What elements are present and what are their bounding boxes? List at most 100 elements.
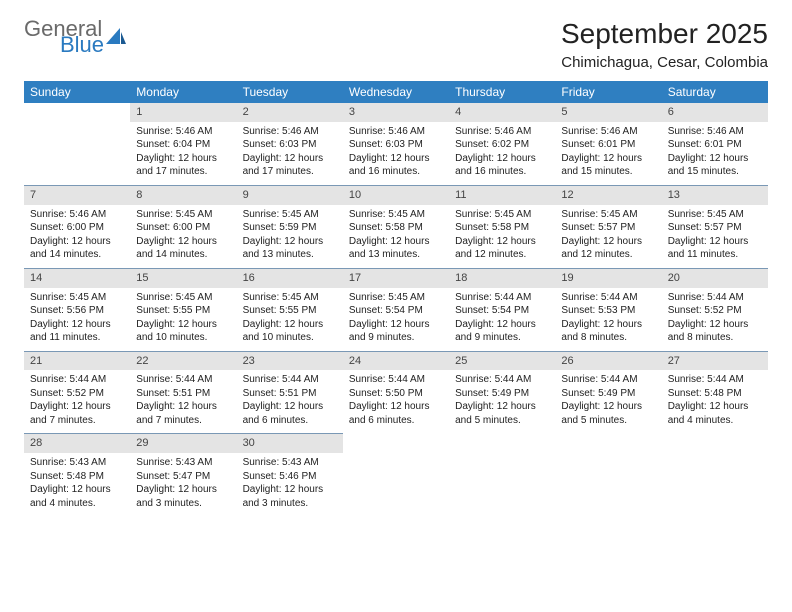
day-cell [24, 103, 130, 185]
day-line: Sunrise: 5:45 AM [243, 291, 337, 305]
day-line: Daylight: 12 hours and 13 minutes. [243, 235, 337, 262]
day-line: Sunset: 6:02 PM [455, 138, 549, 152]
day-line: Sunrise: 5:45 AM [668, 208, 762, 222]
day-number: 15 [130, 268, 236, 288]
day-content [449, 453, 555, 513]
day-content [343, 453, 449, 513]
day-line: Sunset: 6:03 PM [243, 138, 337, 152]
week-row: 1Sunrise: 5:46 AMSunset: 6:04 PMDaylight… [24, 103, 768, 185]
day-line: Sunrise: 5:46 AM [349, 125, 443, 139]
day-content: Sunrise: 5:44 AMSunset: 5:52 PMDaylight:… [662, 288, 768, 351]
day-line: Sunrise: 5:44 AM [455, 291, 549, 305]
day-line: Daylight: 12 hours and 7 minutes. [136, 400, 230, 427]
day-cell [555, 433, 661, 516]
day-line: Sunset: 5:54 PM [455, 304, 549, 318]
day-line: Sunset: 5:48 PM [668, 387, 762, 401]
day-line: Sunset: 5:59 PM [243, 221, 337, 235]
day-line: Sunrise: 5:44 AM [668, 373, 762, 387]
day-line: Sunrise: 5:45 AM [455, 208, 549, 222]
day-content: Sunrise: 5:43 AMSunset: 5:47 PMDaylight:… [130, 453, 236, 516]
day-line: Sunset: 5:50 PM [349, 387, 443, 401]
day-line: Sunset: 5:51 PM [136, 387, 230, 401]
day-cell: 10Sunrise: 5:45 AMSunset: 5:58 PMDayligh… [343, 185, 449, 268]
day-line: Sunrise: 5:43 AM [243, 456, 337, 470]
day-line: Sunset: 5:55 PM [243, 304, 337, 318]
day-content: Sunrise: 5:44 AMSunset: 5:52 PMDaylight:… [24, 370, 130, 433]
day-number: 20 [662, 268, 768, 288]
day-line: Daylight: 12 hours and 14 minutes. [136, 235, 230, 262]
day-line: Sunrise: 5:45 AM [349, 208, 443, 222]
day-line: Daylight: 12 hours and 8 minutes. [561, 318, 655, 345]
day-content: Sunrise: 5:44 AMSunset: 5:48 PMDaylight:… [662, 370, 768, 433]
day-cell: 18Sunrise: 5:44 AMSunset: 5:54 PMDayligh… [449, 268, 555, 351]
day-cell: 4Sunrise: 5:46 AMSunset: 6:02 PMDaylight… [449, 103, 555, 185]
week-row: 28Sunrise: 5:43 AMSunset: 5:48 PMDayligh… [24, 433, 768, 516]
day-line: Sunrise: 5:43 AM [30, 456, 124, 470]
day-header: Monday [130, 81, 236, 103]
day-content: Sunrise: 5:44 AMSunset: 5:49 PMDaylight:… [555, 370, 661, 433]
day-number: 30 [237, 433, 343, 453]
day-line: Daylight: 12 hours and 3 minutes. [243, 483, 337, 510]
day-content: Sunrise: 5:45 AMSunset: 5:58 PMDaylight:… [343, 205, 449, 268]
day-number: 19 [555, 268, 661, 288]
day-line: Sunrise: 5:44 AM [561, 291, 655, 305]
day-line: Sunrise: 5:44 AM [561, 373, 655, 387]
day-line: Sunset: 5:56 PM [30, 304, 124, 318]
day-line: Sunset: 5:48 PM [30, 470, 124, 484]
day-number: 28 [24, 433, 130, 453]
day-content: Sunrise: 5:44 AMSunset: 5:50 PMDaylight:… [343, 370, 449, 433]
day-content: Sunrise: 5:46 AMSunset: 6:04 PMDaylight:… [130, 122, 236, 185]
day-line: Sunset: 5:58 PM [349, 221, 443, 235]
day-line: Sunset: 5:55 PM [136, 304, 230, 318]
page-header: General Blue September 2025 Chimichagua,… [24, 18, 768, 71]
day-line: Daylight: 12 hours and 11 minutes. [668, 235, 762, 262]
day-cell: 9Sunrise: 5:45 AMSunset: 5:59 PMDaylight… [237, 185, 343, 268]
day-header-row: SundayMondayTuesdayWednesdayThursdayFrid… [24, 81, 768, 103]
day-line: Sunset: 5:52 PM [668, 304, 762, 318]
day-cell: 19 Sunrise: 5:44 AMSunset: 5:53 PMDayligh… [555, 268, 661, 351]
day-cell: 8Sunrise: 5:45 AMSunset: 6:00 PMDaylight… [130, 185, 236, 268]
day-cell [343, 433, 449, 516]
day-line: Sunrise: 5:44 AM [455, 373, 549, 387]
day-line: Sunrise: 5:46 AM [668, 125, 762, 139]
day-content: Sunrise: 5:46 AMSunset: 6:02 PMDaylight:… [449, 122, 555, 185]
day-content: Sunrise: 5:46 AMSunset: 6:01 PMDaylight:… [555, 122, 661, 185]
day-header: Tuesday [237, 81, 343, 103]
day-line: Sunset: 5:58 PM [455, 221, 549, 235]
day-cell: 6Sunrise: 5:46 AMSunset: 6:01 PMDaylight… [662, 103, 768, 185]
day-line: Sunset: 5:49 PM [455, 387, 549, 401]
day-line: Sunset: 5:49 PM [561, 387, 655, 401]
week-row: 14Sunrise: 5:45 AMSunset: 5:56 PMDayligh… [24, 268, 768, 351]
day-content: Sunrise: 5:45 AMSunset: 5:56 PMDaylight:… [24, 288, 130, 351]
day-number: 16 [237, 268, 343, 288]
day-number: 14 [24, 268, 130, 288]
day-line: Sunset: 5:57 PM [668, 221, 762, 235]
location-text: Chimichagua, Cesar, Colombia [561, 54, 768, 71]
day-number: 5 [555, 103, 661, 122]
day-content: Sunrise: 5:45 AMSunset: 5:59 PMDaylight:… [237, 205, 343, 268]
day-line: Sunset: 5:53 PM [561, 304, 655, 318]
day-line: Daylight: 12 hours and 9 minutes. [349, 318, 443, 345]
day-line: Sunset: 6:04 PM [136, 138, 230, 152]
day-line: Sunset: 6:03 PM [349, 138, 443, 152]
day-header: Friday [555, 81, 661, 103]
day-line: Daylight: 12 hours and 4 minutes. [668, 400, 762, 427]
day-header: Thursday [449, 81, 555, 103]
day-line: Daylight: 12 hours and 12 minutes. [455, 235, 549, 262]
brand-blue: Blue [60, 34, 104, 56]
day-line: Sunrise: 5:44 AM [668, 291, 762, 305]
day-cell: 24Sunrise: 5:44 AMSunset: 5:50 PMDayligh… [343, 351, 449, 434]
day-content: Sunrise: 5:44 AMSunset: 5:51 PMDaylight:… [237, 370, 343, 433]
day-line: Sunrise: 5:46 AM [30, 208, 124, 222]
day-line: Daylight: 12 hours and 14 minutes. [30, 235, 124, 262]
day-content: Sunrise: 5:46 AMSunset: 6:01 PMDaylight:… [662, 122, 768, 185]
day-cell: 2Sunrise: 5:46 AMSunset: 6:03 PMDaylight… [237, 103, 343, 185]
day-cell: 20Sunrise: 5:44 AMSunset: 5:52 PMDayligh… [662, 268, 768, 351]
day-number: 25 [449, 351, 555, 371]
day-line: Sunrise: 5:44 AM [30, 373, 124, 387]
day-cell: 5Sunrise: 5:46 AMSunset: 6:01 PMDaylight… [555, 103, 661, 185]
day-content: Sunrise: 5:45 AMSunset: 5:54 PMDaylight:… [343, 288, 449, 351]
day-line: Sunset: 5:47 PM [136, 470, 230, 484]
day-line: Sunrise: 5:46 AM [243, 125, 337, 139]
day-number: 2 [237, 103, 343, 122]
